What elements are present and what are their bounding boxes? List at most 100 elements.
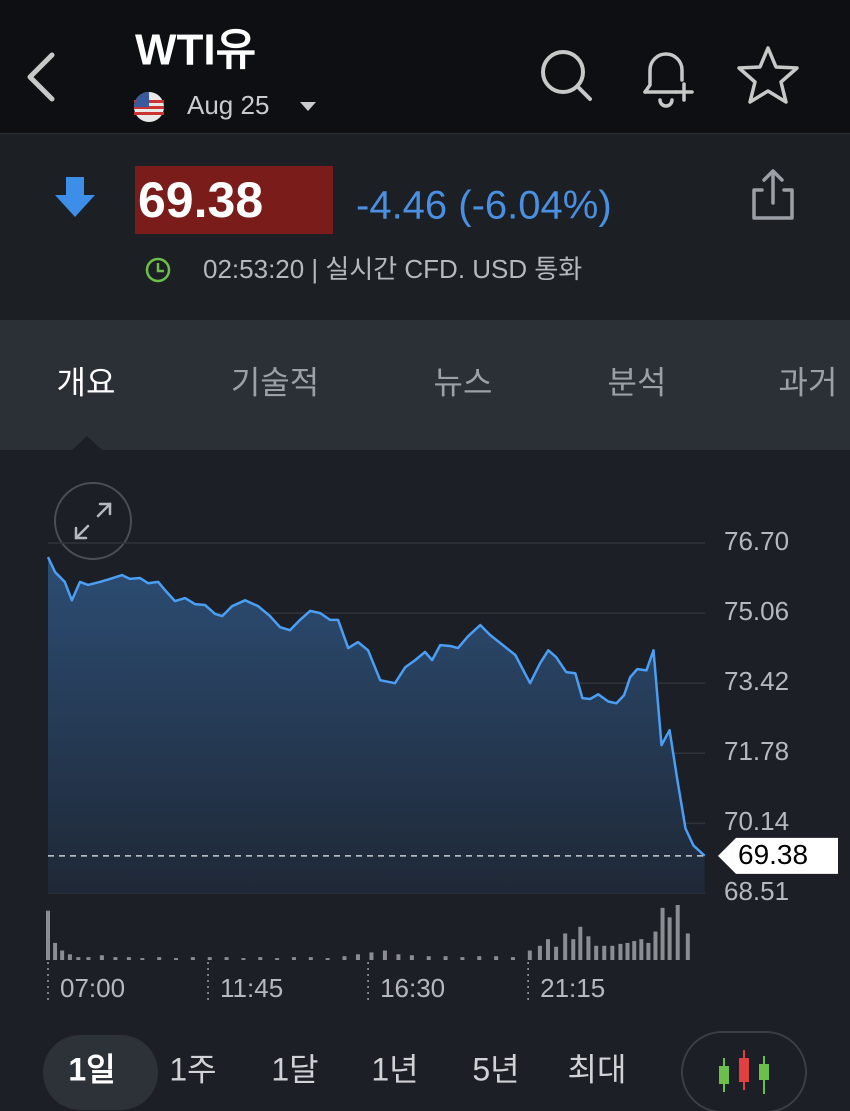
volume-bar: [625, 942, 630, 960]
volume-bar: [224, 957, 229, 960]
volume-bar: [443, 956, 448, 960]
top-bar: [0, 0, 850, 133]
volume-bar: [646, 942, 651, 960]
volume-bar: [494, 956, 499, 960]
volume-bar: [157, 957, 162, 960]
y-tick-label: 76.70: [724, 526, 789, 556]
volume-bar: [545, 939, 550, 960]
volume-bar: [537, 945, 542, 960]
volume-bar: [140, 958, 145, 960]
candle-icon: [719, 1050, 769, 1094]
y-tick-label: 73.42: [724, 666, 789, 696]
tab[interactable]: 과거: [779, 364, 838, 400]
volume-bar: [174, 958, 179, 960]
tab[interactable]: 뉴스: [434, 364, 493, 400]
volume-bar: [675, 905, 680, 960]
volume-bar: [510, 957, 515, 960]
tab[interactable]: 개요: [57, 364, 116, 400]
volume-bar: [369, 952, 374, 960]
last-value-label: 69.38: [738, 839, 808, 870]
y-tick-label: 68.51: [724, 876, 789, 906]
volume-bar: [275, 958, 280, 960]
chart-type-button[interactable]: [681, 1031, 807, 1111]
volume-bar: [610, 945, 615, 960]
volume-bar: [660, 907, 665, 960]
volume-bar: [602, 945, 607, 960]
volume-bar: [477, 956, 482, 960]
volume-bar: [667, 917, 672, 960]
back-button[interactable]: [27, 52, 55, 102]
down-arrow: [55, 177, 95, 217]
tab[interactable]: 기술적: [231, 364, 319, 400]
search-button[interactable]: [541, 50, 592, 101]
range-button[interactable]: 1일: [68, 1051, 115, 1087]
volume-bar: [563, 933, 568, 960]
volume-bar: [325, 958, 330, 960]
contract[interactable]: Aug 25: [187, 90, 269, 120]
volume-bar: [126, 957, 131, 960]
volume-bar: [409, 955, 414, 960]
volume-bar: [342, 956, 347, 960]
volume-bar: [460, 957, 465, 960]
volume-bar: [554, 946, 559, 960]
volume-bar: [76, 957, 81, 960]
range-active-bg: [43, 1035, 158, 1110]
volume-bar: [571, 939, 576, 960]
tab-bar: [0, 320, 850, 450]
tab-pointer: [72, 436, 102, 450]
price: 69.38: [138, 172, 263, 228]
volume-bar: [618, 943, 623, 960]
range-button[interactable]: 1주: [169, 1051, 216, 1087]
volume-bar: [396, 954, 401, 960]
x-tick-label: 21:15: [540, 973, 605, 1003]
volume-bar: [190, 957, 195, 960]
last-value-box: [718, 837, 838, 874]
volume-bar: [53, 942, 58, 960]
volume-bar: [241, 958, 246, 960]
volume-bar: [86, 957, 91, 960]
volume-bar: [99, 955, 104, 960]
area-fill: [48, 557, 705, 893]
volume-bar: [632, 941, 637, 960]
volume-bar: [586, 936, 591, 960]
volume-bar: [685, 933, 690, 960]
volume-bar: [653, 931, 658, 960]
volume-bar: [355, 954, 360, 960]
price-line: [46, 556, 706, 857]
volume-bar: [594, 945, 599, 960]
volume-bar: [67, 954, 72, 960]
expand-icon: [74, 502, 112, 540]
favorite-button[interactable]: [737, 46, 799, 104]
range-button[interactable]: 1달: [271, 1051, 318, 1087]
range-button[interactable]: 1년: [371, 1051, 418, 1087]
divider: [0, 133, 850, 134]
volume-bar: [258, 957, 263, 960]
x-tick-label: 16:30: [380, 973, 445, 1003]
volume-bar: [382, 950, 387, 960]
y-tick-label: 75.06: [724, 596, 789, 626]
share-button[interactable]: [752, 169, 794, 220]
y-tick-label: 71.78: [724, 736, 789, 766]
volume-bar: [291, 957, 296, 960]
x-tick-label: 07:00: [60, 973, 125, 1003]
volume-bar: [207, 957, 212, 960]
tab[interactable]: 분석: [608, 364, 667, 400]
flag: [134, 92, 164, 122]
volume-bar: [578, 926, 583, 960]
change: -4.46 (-6.04%): [356, 184, 612, 228]
dropdown-caret[interactable]: [300, 102, 316, 111]
clock-icon: [145, 257, 171, 283]
volume-bar: [113, 957, 118, 960]
range-button[interactable]: 최대: [568, 1051, 627, 1087]
volume-bar: [308, 957, 313, 960]
quote-time: 02:53:20 | 실시간 CFD. USD 통화: [203, 254, 582, 284]
y-tick-label: 70.14: [724, 806, 789, 836]
volume-bar: [639, 939, 644, 960]
volume-bar: [527, 950, 532, 960]
range-button[interactable]: 5년: [472, 1051, 519, 1087]
title: WTI유: [135, 26, 256, 75]
alert-button[interactable]: [643, 52, 694, 108]
expand-button[interactable]: [54, 482, 132, 560]
